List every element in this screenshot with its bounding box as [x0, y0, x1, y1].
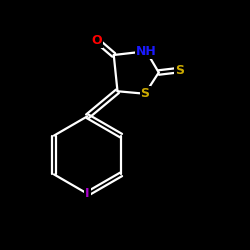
- Text: S: S: [176, 64, 184, 76]
- Text: NH: NH: [136, 45, 156, 58]
- Text: O: O: [91, 34, 102, 46]
- Text: I: I: [85, 187, 90, 200]
- Text: S: S: [140, 87, 149, 100]
